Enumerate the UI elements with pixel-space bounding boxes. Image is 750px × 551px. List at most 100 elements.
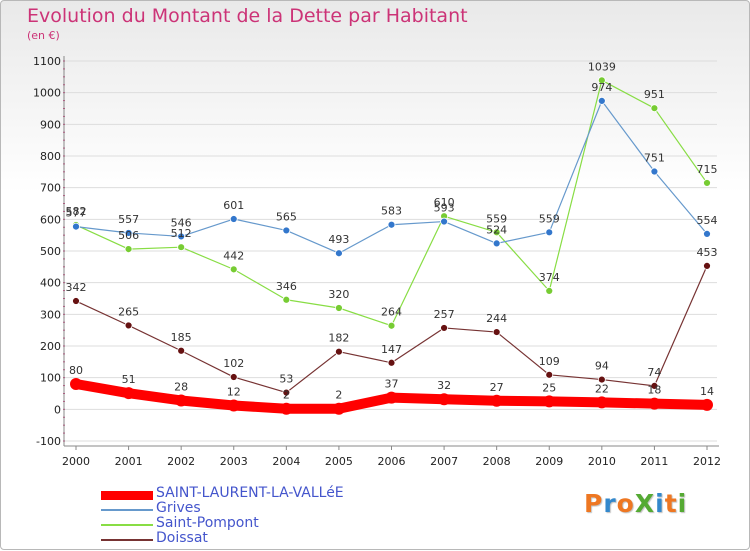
logo-letter: t [664,489,678,518]
data-label: 94 [595,360,609,373]
data-label: 512 [171,227,192,240]
data-label: 320 [328,288,349,301]
data-label: 25 [542,381,556,394]
data-label: 453 [697,246,718,259]
x-tick-label: 2005 [325,455,353,468]
data-point [177,232,186,241]
data-point [229,373,238,381]
data-point [282,388,291,397]
data-label: 583 [381,205,402,218]
data-label: 18 [647,384,661,397]
data-label: 109 [539,355,560,368]
legend-label: SAINT-LAURENT-LA-VALLéE [156,485,344,501]
data-label: 374 [539,271,560,284]
legend-swatch [101,490,153,500]
data-point [332,402,345,415]
x-tick-label: 2002 [167,455,195,468]
data-label: 265 [118,305,139,318]
data-point [72,297,80,305]
x-tick-label: 2000 [62,455,90,468]
x-tick-label: 2007 [430,455,458,468]
data-label: 715 [697,163,718,176]
data-point [492,239,501,248]
data-point [227,399,240,412]
data-label: 32 [437,379,451,392]
data-label: 342 [66,281,87,294]
data-point [595,396,608,409]
y-tick-label: 1100 [33,55,61,68]
data-label: 493 [328,233,349,246]
logo-letter: P [584,489,604,518]
data-point [703,229,711,238]
y-tick-label: 1000 [33,87,61,100]
x-tick-label: 2001 [115,455,143,468]
data-label: 80 [69,364,83,377]
y-tick-label: 300 [40,308,61,321]
data-point [387,358,396,367]
data-point [70,378,82,390]
logo-letter: X [634,489,656,518]
data-label: 257 [434,308,455,321]
data-point [597,375,606,384]
data-label: 506 [118,229,139,242]
data-point [175,394,188,407]
data-point [703,261,711,270]
data-point [335,347,343,356]
logo-letter: i [655,489,665,518]
data-point [597,97,606,105]
data-label: 1039 [588,60,616,73]
data-label: 559 [486,212,507,225]
data-label: 346 [276,280,297,293]
data-point [335,304,343,312]
data-label: 565 [276,210,297,223]
legend-label: Grives [156,500,201,516]
data-point [72,222,80,231]
chart-title: Evolution du Montant de la Dette par Hab… [27,5,468,27]
data-label: 37 [385,378,399,391]
data-point [492,228,501,237]
data-point [124,245,133,254]
data-point [492,328,501,336]
data-point [229,265,238,274]
x-tick-label: 2006 [378,455,406,468]
data-label: 182 [328,332,349,345]
data-point [490,394,503,407]
data-label: 610 [434,196,455,209]
legend-label: Doissat [156,530,208,546]
data-point [282,295,291,304]
data-label: 185 [171,331,192,344]
y-tick-label: 0 [54,403,61,416]
y-tick-label: 600 [40,213,61,226]
y-tick-label: 900 [40,118,61,131]
y-tick-label: 500 [40,245,61,258]
data-label: 102 [223,357,244,370]
x-tick-label: 2008 [483,455,511,468]
data-label: 751 [644,152,665,165]
data-label: 442 [223,249,244,262]
y-tick-label: 800 [40,150,61,163]
logo-letter: o [616,489,635,518]
data-label: 577 [66,207,87,220]
data-label: 244 [486,312,507,325]
data-label: 2 [335,389,342,402]
data-label: 22 [595,382,609,395]
x-tick-label: 2012 [693,455,721,468]
data-label: 27 [490,381,504,394]
data-point [650,381,659,390]
y-tick-label: 100 [40,372,61,385]
legend-swatch [101,524,153,526]
data-label: 53 [279,373,293,386]
chart-unit: (en €) [27,29,60,42]
data-label: 582 [66,205,87,218]
legend-swatch [101,539,153,541]
data-label: 524 [486,223,507,236]
data-label: 264 [381,306,402,319]
data-point [122,387,135,400]
data-label: 557 [118,213,139,226]
data-label: 951 [644,88,665,101]
series-line [75,79,708,327]
data-point [650,104,659,113]
y-tick-label: 400 [40,277,61,290]
